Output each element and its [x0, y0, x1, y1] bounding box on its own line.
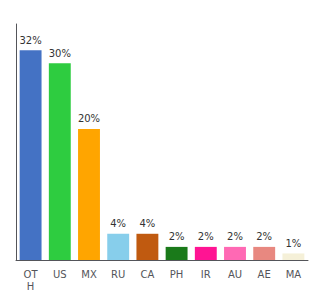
- svg-text:AE: AE: [258, 269, 271, 280]
- svg-text:4%: 4%: [139, 218, 155, 229]
- svg-text:2%: 2%: [198, 231, 214, 242]
- svg-text:RU: RU: [111, 269, 125, 280]
- svg-text:MX: MX: [81, 269, 97, 280]
- svg-text:AU: AU: [228, 269, 242, 280]
- svg-text:2%: 2%: [169, 231, 185, 242]
- svg-text:2%: 2%: [227, 231, 243, 242]
- svg-text:H: H: [27, 281, 35, 292]
- svg-text:OT: OT: [24, 269, 39, 280]
- svg-text:CA: CA: [140, 269, 154, 280]
- svg-text:20%: 20%: [78, 113, 100, 124]
- svg-text:US: US: [53, 269, 67, 280]
- svg-text:MA: MA: [286, 269, 302, 280]
- svg-text:30%: 30%: [49, 48, 71, 59]
- svg-text:32%: 32%: [19, 35, 41, 46]
- svg-text:2%: 2%: [256, 231, 272, 242]
- svg-text:4%: 4%: [110, 218, 126, 229]
- svg-text:1%: 1%: [285, 238, 301, 249]
- svg-text:IR: IR: [201, 269, 211, 280]
- svg-text:PH: PH: [170, 269, 184, 280]
